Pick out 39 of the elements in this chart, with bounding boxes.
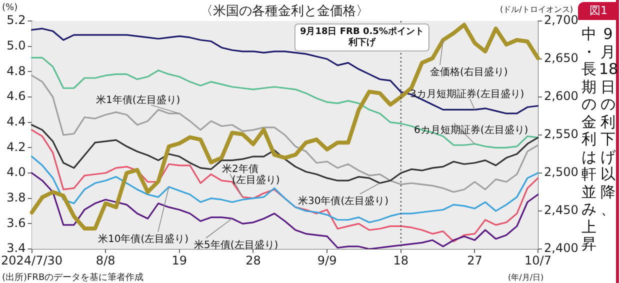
x-tick-label: 10/7 [524,253,552,268]
text: (出所)FRBのデータを基に筆者作成 [2,272,144,283]
y2-tick-label: 2,400 [544,241,578,256]
series-label: 米5年債(左目盛り) [194,239,278,251]
x-tick-label: 27 [467,253,482,268]
y2-tick-label: 2,500 [544,165,578,180]
y-tick-label: 4.0 [6,165,26,180]
y2-tick-label: 2,550 [544,127,578,142]
y-tick-label: 4.2 [6,140,26,154]
text: 中・長期の金利は軒並み上昇 [582,25,596,253]
x-tick-label: 8/8 [96,253,116,268]
series-label: 金価格(右目盛り) [430,66,508,78]
series-label: 米30年債(左目盛り) [298,195,389,207]
y2-tick-label: 2,600 [544,89,578,104]
caption: 図1 [578,2,619,20]
y-tick-label: 3.6 [6,216,26,230]
y-axis-title: (%) [2,3,18,13]
ref-line-label: 9月18日 FRB 0.5%ポイント利下げ [300,26,424,48]
series-label: 米1年債(左目盛り) [96,94,180,106]
x-tick-label: 2024/7/30 [1,253,63,268]
x-tick-label: 9/9 [317,253,337,268]
text: 米10年債(左目盛り) [98,233,189,245]
y-tick-label: 4.6 [6,89,26,104]
x-tick-label: 19 [172,253,188,268]
x-tick-label: 18 [393,253,409,268]
y-tick-label: 4.4 [6,114,26,128]
x-tick-label: 28 [246,253,261,268]
x-axis-title: (年/月/日) [508,272,544,283]
y-tick-label: 4.8 [6,64,26,78]
y-tick-label: 3.4 [6,241,26,256]
y2-tick-label: 2,700 [544,13,578,28]
y2-tick-label: 2,450 [544,203,578,218]
series-label: 米2年債(左目盛り) [222,163,280,186]
y2-axis-title: (ドル/トロイオンス) [500,4,573,15]
chart-title: 〈米国の各種金利と金価格〉 [200,3,369,20]
y-tick-label: 3.8 [6,190,26,204]
y-tick-label: 5.2 [6,13,26,28]
y2-tick-label: 2,650 [544,51,578,66]
y-tick-label: 5.0 [6,38,26,52]
